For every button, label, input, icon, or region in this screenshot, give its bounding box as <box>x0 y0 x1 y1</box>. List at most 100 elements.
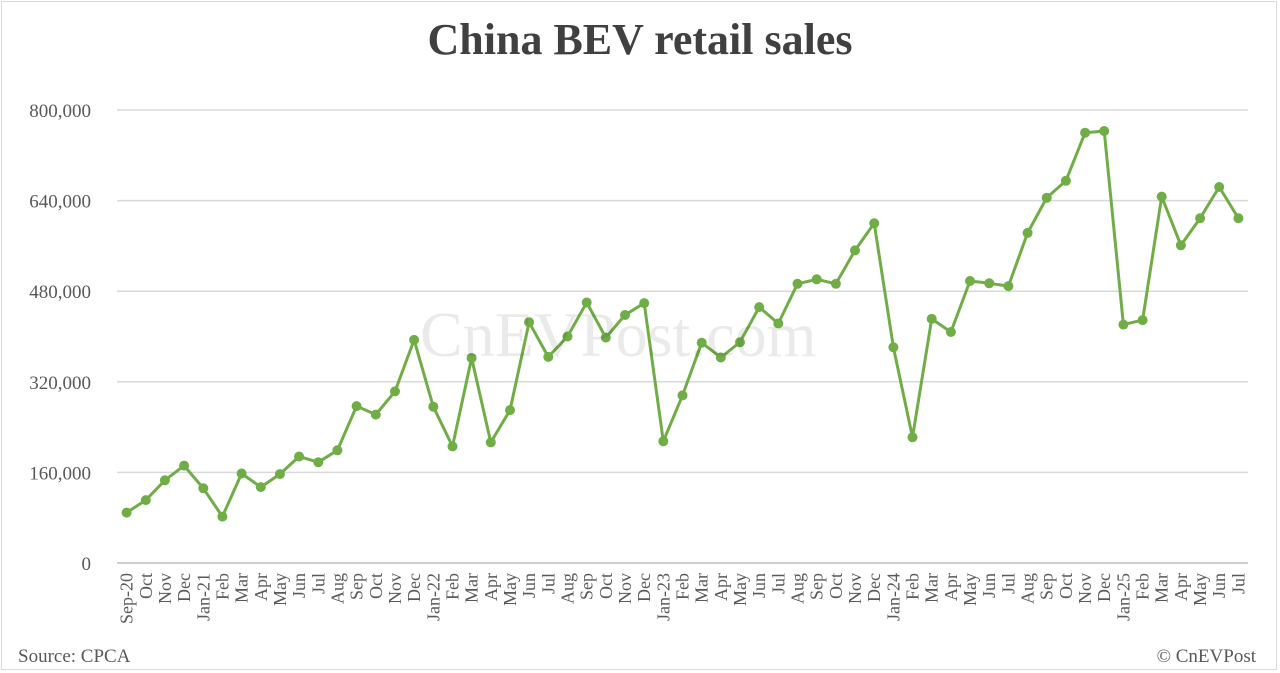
data-point <box>121 507 132 518</box>
x-tick-label: Sep <box>577 573 597 600</box>
data-point <box>1099 126 1110 136</box>
data-point <box>466 353 477 363</box>
data-point <box>274 469 285 480</box>
gridlines <box>117 109 1248 564</box>
x-tick-label: May <box>270 573 290 606</box>
x-tick-label: Feb <box>1133 573 1153 600</box>
data-point <box>581 297 592 308</box>
data-point <box>1195 213 1206 224</box>
data-point <box>217 511 228 522</box>
y-tick-label: 480,000 <box>29 282 91 303</box>
x-tick-label: Apr <box>251 573 271 601</box>
data-point <box>428 401 439 412</box>
data-point <box>159 475 170 486</box>
x-tick-label: Nov <box>1075 573 1095 604</box>
x-tick-label: Jan-24 <box>883 573 903 621</box>
data-point <box>830 278 841 289</box>
x-tick-label: Sep <box>1037 573 1057 600</box>
x-tick-label: Mar <box>1152 573 1172 603</box>
x-axis-tick-labels: Sep-20 Oct Nov Dec Jan-21 Feb Mar Apr May Jun Jul A… <box>117 573 1249 624</box>
data-point <box>926 313 937 324</box>
data-point <box>505 405 515 416</box>
data-point <box>965 276 975 286</box>
x-tick-label: Feb <box>442 573 462 600</box>
x-tick-label: Jan-21 <box>193 573 213 621</box>
x-tick-label: Sep <box>347 573 367 600</box>
data-point <box>620 310 630 320</box>
data-point <box>198 483 209 494</box>
copyright-note: © CnEVPost <box>1156 646 1256 667</box>
x-tick-label: Oct <box>366 573 386 599</box>
data-point <box>696 337 707 348</box>
x-tick-label: Mar <box>232 573 252 603</box>
chart-title: China BEV retail sales <box>427 15 853 64</box>
x-tick-label: Dec <box>1094 573 1114 602</box>
x-tick-label: May <box>730 573 750 606</box>
y-tick-label: 640,000 <box>29 192 91 213</box>
source-note: Source: CPCA <box>18 646 131 667</box>
data-point <box>639 298 650 309</box>
data-point <box>179 460 190 471</box>
y-tick-label: 0 <box>82 554 92 575</box>
data-point <box>907 432 918 443</box>
watermark: CnEVPost.com <box>420 299 817 370</box>
x-tick-label: Mar <box>462 573 482 603</box>
data-point <box>1175 240 1186 251</box>
x-tick-label: Jun <box>749 573 769 598</box>
data-point <box>773 318 784 329</box>
data-point <box>811 274 822 285</box>
x-tick-label: Apr <box>941 573 961 601</box>
data-point <box>351 401 362 412</box>
y-tick-label: 160,000 <box>29 463 91 484</box>
x-tick-label: Jul <box>998 573 1018 594</box>
data-point <box>485 437 496 448</box>
y-tick-label: 320,000 <box>29 373 91 394</box>
data-point <box>332 445 343 456</box>
data-point <box>294 451 305 462</box>
data-point <box>1022 227 1033 238</box>
x-tick-label: Apr <box>481 573 501 601</box>
data-point <box>945 327 956 337</box>
data-point <box>1233 213 1244 224</box>
x-tick-label: Apr <box>711 573 731 601</box>
x-tick-label: Dec <box>864 573 884 602</box>
x-tick-label: Jun <box>979 573 999 598</box>
x-tick-label: Jun <box>1209 573 1229 598</box>
x-tick-label: Aug <box>788 573 808 604</box>
x-tick-label: Jan-25 <box>1113 573 1133 621</box>
data-point <box>390 386 400 397</box>
data-point <box>984 278 995 289</box>
x-tick-label: Nov <box>155 573 175 604</box>
data-point <box>543 351 554 362</box>
x-tick-label: Feb <box>903 573 923 600</box>
x-tick-label: Jan-23 <box>653 573 673 621</box>
x-tick-label: Mar <box>922 573 942 603</box>
x-tick-label: Feb <box>673 573 693 600</box>
data-point <box>1156 191 1167 202</box>
data-point <box>1041 192 1052 203</box>
x-tick-label: Mar <box>692 573 712 603</box>
data-point <box>313 457 324 468</box>
x-tick-label: Jul <box>538 573 558 594</box>
data-point <box>140 495 151 506</box>
data-point <box>869 218 880 229</box>
x-tick-label: Aug <box>327 573 347 604</box>
data-point <box>1003 281 1014 292</box>
x-tick-label: Jul <box>768 573 788 594</box>
x-tick-label: Aug <box>557 573 577 604</box>
data-point <box>562 331 573 342</box>
x-tick-label: Dec <box>634 573 654 602</box>
data-point <box>677 390 688 401</box>
x-tick-label: Jul <box>1228 573 1248 594</box>
x-tick-label: Aug <box>1018 573 1038 604</box>
x-tick-label: Jan-22 <box>423 573 443 621</box>
x-tick-label: Dec <box>174 573 194 602</box>
x-tick-label: May <box>1190 573 1210 606</box>
data-point <box>658 436 669 447</box>
x-tick-label: Oct <box>136 573 156 599</box>
data-point <box>370 409 381 420</box>
data-point <box>255 482 266 493</box>
data-point <box>600 332 611 343</box>
